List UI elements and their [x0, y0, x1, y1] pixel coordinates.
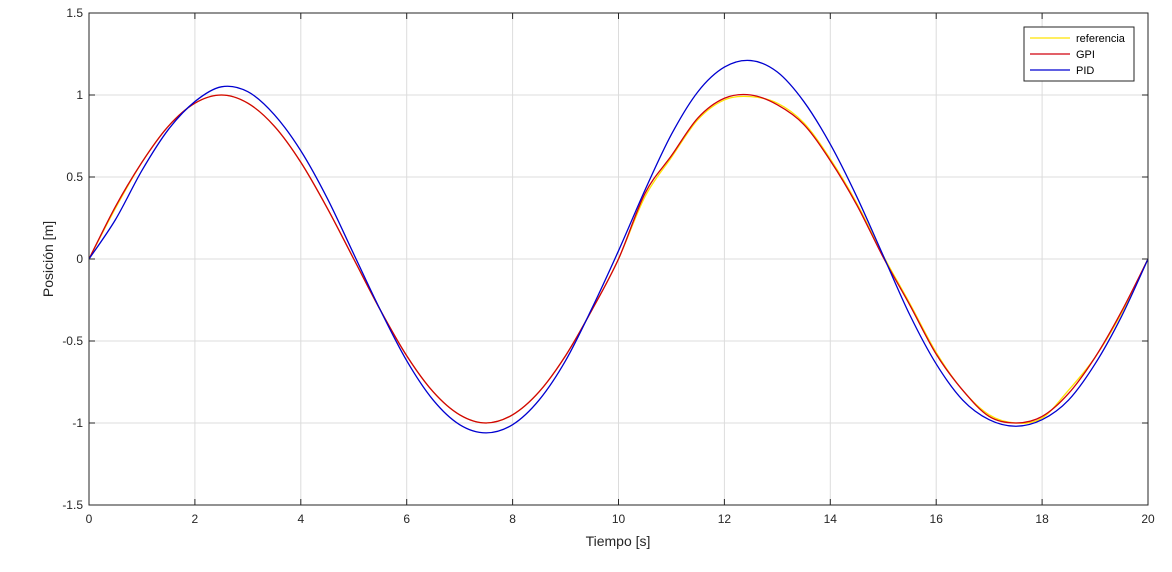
x-tick-label: 0 [86, 512, 93, 526]
y-tick-label: -0.5 [62, 334, 83, 348]
x-axis-label: Tiempo [s] [586, 533, 651, 549]
x-tick-label: 8 [509, 512, 516, 526]
y-tick-label: -1 [72, 416, 83, 430]
x-tick-label: 20 [1141, 512, 1155, 526]
y-tick-label: 1 [76, 88, 83, 102]
grid [89, 13, 1148, 505]
x-tick-label: 4 [297, 512, 304, 526]
ticks: 0 2 4 6 8 10 12 14 16 18 20 -1.5 -1 -0.5 0 0.5 1 1.5 [62, 6, 1155, 526]
x-tick-label: 6 [403, 512, 410, 526]
y-tick-label: 0.5 [66, 170, 83, 184]
x-tick-label: 2 [192, 512, 199, 526]
x-tick-label: 16 [930, 512, 944, 526]
x-tick-label: 10 [612, 512, 626, 526]
x-tick-label: 14 [824, 512, 838, 526]
series-line-gpi [88, 93, 1149, 424]
y-tick-label: 0 [76, 252, 83, 266]
y-tick-label: 1.5 [66, 6, 83, 20]
x-tick-label: 12 [718, 512, 732, 526]
legend: referencia GPI PID [1023, 26, 1135, 82]
y-axis-label: Posición [m] [40, 221, 56, 297]
legend-label-gpi: GPI [1076, 49, 1095, 61]
series-line-pid [88, 59, 1149, 434]
legend-label-referencia: referencia [1076, 33, 1126, 45]
legend-label-pid: PID [1076, 65, 1094, 77]
series-lines [88, 59, 1149, 434]
x-tick-label: 18 [1035, 512, 1049, 526]
y-tick-label: -1.5 [62, 498, 83, 512]
